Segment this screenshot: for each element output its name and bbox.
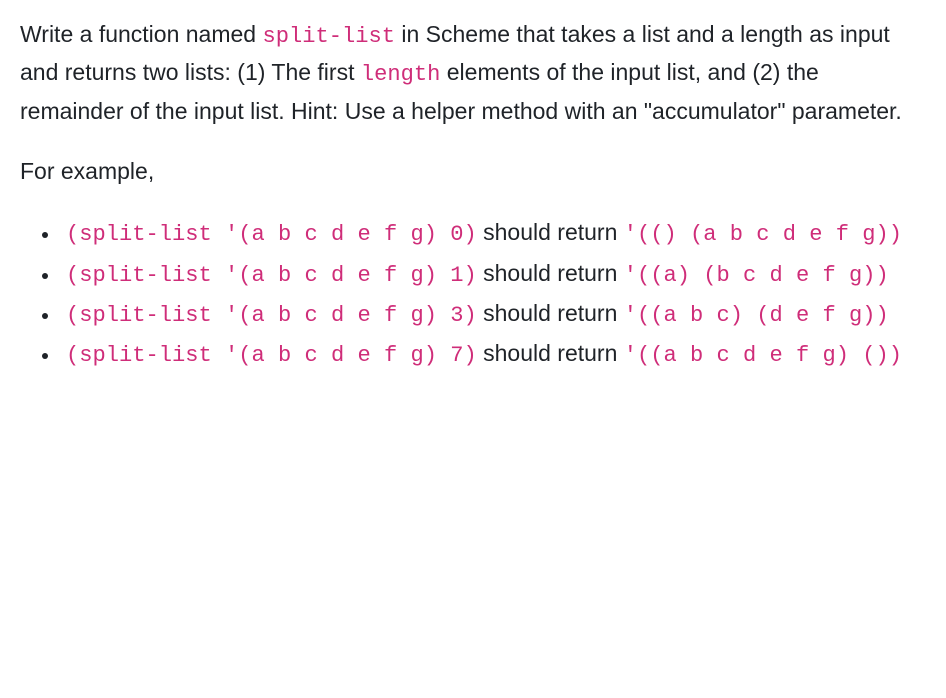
should-return-text: should return [477, 340, 624, 366]
for-example-label: For example, [20, 153, 926, 190]
code-result: '((a b c d e f g) ()) [624, 343, 902, 368]
list-item: (split-list '(a b c d e f g) 3) should r… [60, 295, 926, 333]
code-result: '(() (a b c d e f g)) [624, 222, 902, 247]
intro-paragraph: Write a function named split-list in Sch… [20, 16, 926, 129]
code-length: length [361, 62, 441, 87]
code-result: '((a b c) (d e f g)) [624, 303, 889, 328]
example-list: (split-list '(a b c d e f g) 0) should r… [20, 214, 926, 373]
code-split-list: split-list [262, 24, 395, 49]
should-return-text: should return [477, 260, 624, 286]
list-item: (split-list '(a b c d e f g) 7) should r… [60, 335, 926, 373]
list-item: (split-list '(a b c d e f g) 0) should r… [60, 214, 926, 252]
code-call: (split-list '(a b c d e f g) 3) [66, 303, 477, 328]
code-call: (split-list '(a b c d e f g) 1) [66, 263, 477, 288]
intro-text-1: Write a function named [20, 21, 262, 47]
should-return-text: should return [477, 219, 624, 245]
code-call: (split-list '(a b c d e f g) 0) [66, 222, 477, 247]
should-return-text: should return [477, 300, 624, 326]
code-result: '((a) (b c d e f g)) [624, 263, 889, 288]
list-item: (split-list '(a b c d e f g) 1) should r… [60, 255, 926, 293]
code-call: (split-list '(a b c d e f g) 7) [66, 343, 477, 368]
